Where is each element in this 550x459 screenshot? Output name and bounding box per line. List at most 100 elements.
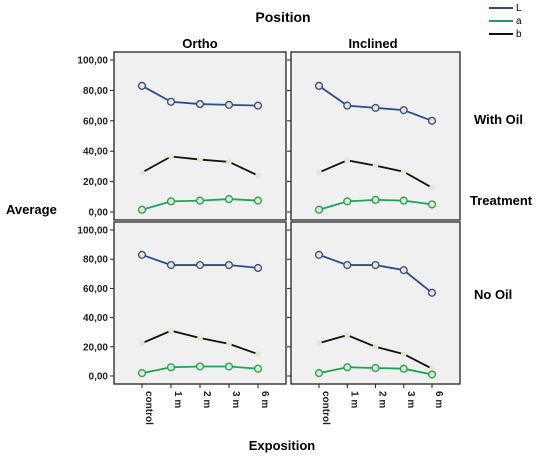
legend: L a b <box>489 3 522 40</box>
x-tick-label: 2 m <box>377 391 388 408</box>
x-tick-label: 3 m <box>230 391 241 408</box>
data-point-L <box>399 266 408 275</box>
column-header-ortho: Ortho <box>182 36 217 51</box>
data-point-L <box>399 106 408 115</box>
data-point-a <box>166 197 176 206</box>
data-point-L <box>427 116 437 125</box>
data-point-L <box>224 100 234 109</box>
panel-frame <box>113 221 287 385</box>
data-point-L <box>137 81 147 90</box>
row-header-with-oil: With Oil <box>474 112 523 127</box>
data-point-L <box>427 288 437 297</box>
data-point-a <box>427 370 437 379</box>
data-point-L <box>343 101 352 110</box>
data-point-L <box>137 250 147 259</box>
y-tick-label: 0,00 <box>89 372 109 383</box>
data-point-L <box>253 101 263 110</box>
data-point-a <box>137 205 147 214</box>
data-point-L <box>371 260 380 270</box>
y-tick-label: 20,00 <box>83 342 108 353</box>
data-point-a <box>427 200 437 209</box>
data-point-a <box>195 362 205 371</box>
data-point-a <box>343 363 352 372</box>
data-point-b <box>372 162 379 169</box>
x-tick-label: control <box>143 391 154 425</box>
data-point-b <box>372 343 379 350</box>
data-point-a <box>399 196 408 205</box>
panel-3: 0,00 20,00 40,00 60,00 80,00 100,00 control 1 m… <box>77 221 287 425</box>
panels: 0,00 20,00 40,00 60,00 80,00 100,00 0,00 20,00 4… <box>77 51 461 425</box>
x-tick-label: 2 m <box>201 391 212 408</box>
data-point-b <box>226 341 232 347</box>
data-point-L <box>195 260 205 270</box>
x-tick-label: 6 m <box>259 391 270 408</box>
data-point-b <box>316 169 322 176</box>
y-tick-label: 60,00 <box>83 284 108 295</box>
data-point-a <box>371 363 380 373</box>
legend-label-a: a <box>516 16 522 27</box>
data-point-b <box>400 168 407 175</box>
panel-frame <box>113 51 287 221</box>
y-tick-label: 100,00 <box>77 56 108 67</box>
x-axis-title: Exposition <box>249 438 316 453</box>
y-tick-label: 40,00 <box>83 313 108 324</box>
x-tick-label: control <box>320 391 331 425</box>
data-point-a <box>166 363 176 372</box>
data-point-a <box>253 364 263 373</box>
legend-label-L: L <box>516 3 522 14</box>
data-point-L <box>166 97 176 106</box>
data-point-b <box>168 327 174 334</box>
data-point-L <box>253 263 263 273</box>
data-point-b <box>400 351 407 357</box>
data-point-a <box>314 369 324 378</box>
y-tick-label: 80,00 <box>83 86 108 97</box>
data-point-a <box>343 197 352 206</box>
data-point-L <box>371 103 380 112</box>
data-point-b <box>255 172 261 179</box>
panel-1: 0,00 20,00 40,00 60,00 80,00 100,00 <box>77 51 287 221</box>
panel-frame <box>290 51 461 221</box>
position-title: Position <box>255 9 310 25</box>
data-point-L <box>224 260 234 270</box>
data-point-b <box>429 184 435 191</box>
panel-4: control 1 m 2 m 3 m 6 m <box>287 221 461 425</box>
panel-frame <box>290 221 461 385</box>
y-tick-label: 20,00 <box>83 177 108 188</box>
data-point-a <box>137 369 147 378</box>
y-tick-label: 0,00 <box>89 208 109 219</box>
data-point-L <box>195 100 205 109</box>
x-tick-label: 6 m <box>433 391 444 408</box>
data-point-L <box>314 81 324 90</box>
panel-2 <box>287 51 461 221</box>
data-point-b <box>168 153 174 160</box>
data-point-L <box>166 260 176 270</box>
data-point-a <box>253 196 263 205</box>
data-point-a <box>371 195 380 204</box>
y-tick-label: 60,00 <box>83 116 108 127</box>
x-tick-label: 3 m <box>405 391 416 408</box>
column-header-inclined: Inclined <box>348 36 397 51</box>
data-point-b <box>344 332 351 338</box>
data-point-b <box>139 169 145 176</box>
y-tick-label: 40,00 <box>83 147 108 158</box>
y-axis-title: Average <box>6 202 57 217</box>
data-point-a <box>314 205 324 214</box>
data-point-a <box>399 364 408 373</box>
data-point-a <box>224 195 234 204</box>
data-point-b <box>226 158 232 165</box>
row-title-treatment: Treatment <box>470 193 533 208</box>
data-point-b <box>344 157 351 164</box>
data-point-b <box>197 335 203 341</box>
legend-label-b: b <box>516 29 522 40</box>
x-tick-label: 1 m <box>348 391 359 408</box>
data-point-a <box>224 362 234 371</box>
x-tick-label: 1 m <box>172 391 183 408</box>
data-point-b <box>316 340 322 346</box>
data-point-b <box>255 351 261 357</box>
data-point-b <box>139 340 145 346</box>
data-point-b <box>197 156 203 163</box>
y-tick-label: 100,00 <box>77 226 108 237</box>
data-point-L <box>314 250 324 259</box>
data-point-b <box>429 365 435 372</box>
data-point-a <box>195 196 205 205</box>
